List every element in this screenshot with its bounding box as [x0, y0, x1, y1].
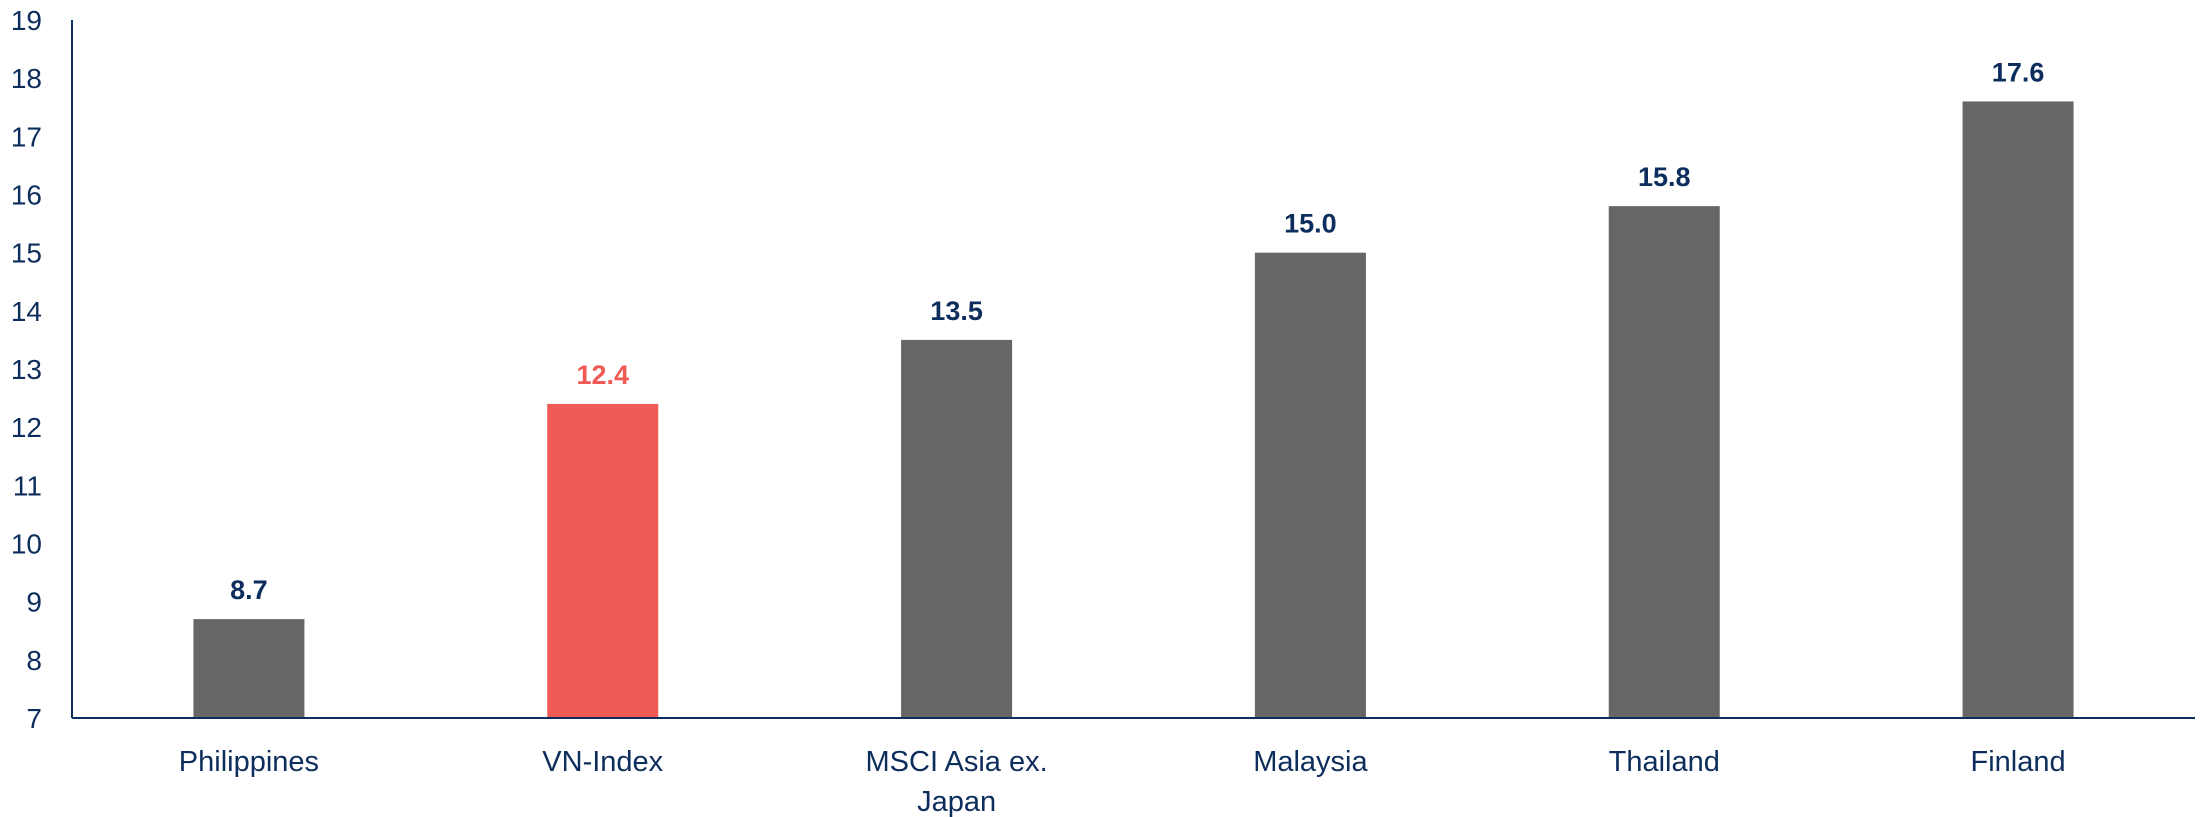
bar — [1254, 252, 1366, 718]
data-label: 15.8 — [1638, 162, 1691, 192]
y-tick-label: 12 — [11, 412, 42, 443]
bar — [547, 403, 659, 718]
bar — [1608, 206, 1720, 718]
y-tick-label: 17 — [11, 121, 42, 152]
y-tick-label: 18 — [11, 63, 42, 94]
y-tick-label: 10 — [11, 529, 42, 560]
bar — [901, 339, 1013, 718]
y-tick-label: 16 — [11, 180, 42, 211]
data-label: 15.0 — [1284, 209, 1337, 239]
y-tick-label: 8 — [26, 645, 42, 676]
y-axis-ticks: 7 8 9 10 11 12 13 14 15 16 17 18 19 — [11, 5, 42, 734]
y-tick-label: 11 — [13, 470, 42, 501]
x-tick-label: Philippines — [179, 746, 319, 778]
x-axis-labels: Philippines VN-Index MSCI Asia ex. Japan Mal… — [179, 746, 2066, 817]
bars — [193, 101, 2074, 718]
y-tick-label: 19 — [11, 5, 42, 36]
data-label: 17.6 — [1992, 57, 2045, 87]
y-tick-label: 13 — [11, 354, 42, 385]
value-labels: 8.7 12.4 13.5 15.0 15.8 17.6 — [230, 57, 2044, 605]
y-tick-label: 14 — [11, 296, 42, 327]
y-tick-label: 15 — [11, 238, 42, 269]
x-tick-label: Malaysia — [1253, 746, 1368, 778]
x-tick-label: Thailand — [1609, 746, 1720, 778]
data-label: 8.7 — [230, 575, 268, 605]
bar — [1962, 101, 2074, 718]
y-tick-label: 7 — [26, 703, 42, 734]
data-label: 13.5 — [930, 296, 983, 326]
x-tick-label: Finland — [1971, 746, 2066, 778]
y-tick-label: 9 — [26, 587, 42, 618]
x-tick-label: MSCI Asia ex. Japan — [866, 746, 1048, 817]
bar — [193, 619, 305, 718]
data-label: 12.4 — [576, 360, 629, 390]
x-tick-label: VN-Index — [542, 746, 663, 778]
